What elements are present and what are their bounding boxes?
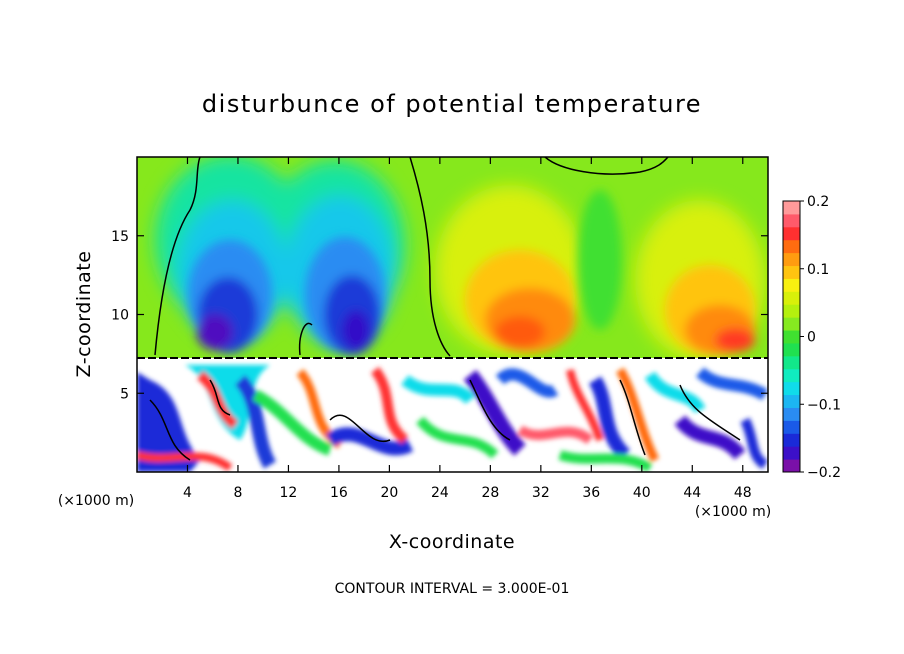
x-tick-label: 8	[233, 485, 242, 501]
colorbar-swatch	[783, 330, 800, 344]
x-axis-ticks: 4 8 12 16 20 24 28 32 36 40 44 48	[183, 157, 752, 501]
colorbar-tick-label: 0	[807, 330, 816, 346]
colorbar-swatch	[783, 265, 800, 279]
colorbar-tick-label: −0.1	[807, 397, 841, 413]
colorbar-swatch	[783, 201, 800, 215]
colorbar-ticks: 0.2 0.1 0 −0.1 −0.2	[800, 194, 841, 481]
colorbar-swatch	[783, 213, 800, 228]
x-tick-label: 4	[183, 485, 192, 501]
y-axis-unit: (×1000 m)	[58, 493, 134, 509]
chart-title: disturbunce of potential temperature	[202, 90, 702, 118]
x-axis-unit: (×1000 m)	[695, 504, 771, 520]
colorbar-swatch	[783, 394, 800, 408]
colorbar	[782, 200, 801, 473]
y-tick-label: 5	[120, 386, 129, 402]
y-axis-label: Z-coordinate	[73, 251, 95, 378]
colorbar-swatch	[783, 420, 800, 434]
x-tick-label: 28	[481, 485, 499, 501]
colorbar-swatch	[783, 381, 800, 396]
colorbar-tick-label: −0.2	[807, 465, 841, 481]
colorbar-swatch	[783, 433, 800, 447]
colorbar-swatch	[783, 317, 800, 331]
colorbar-swatch	[783, 407, 800, 421]
colorbar-tick-label: 0.2	[807, 194, 829, 210]
colorbar-swatch	[783, 226, 800, 241]
colorbar-swatch	[783, 459, 800, 473]
colorbar-swatch	[783, 446, 800, 460]
colorbar-swatch	[783, 304, 800, 318]
x-tick-label: 44	[683, 485, 701, 501]
x-tick-label: 24	[431, 485, 449, 501]
x-tick-label: 32	[532, 485, 550, 501]
contour-interval-note: CONTOUR INTERVAL = 3.000E-01	[335, 581, 570, 597]
colorbar-swatch	[783, 355, 800, 370]
x-tick-label: 12	[280, 485, 298, 501]
heatmap-field	[137, 157, 768, 472]
colorbar-tick-label: 0.1	[807, 262, 829, 278]
y-axis-ticks: 5 10 15	[111, 229, 768, 402]
x-tick-label: 20	[380, 485, 398, 501]
x-tick-label: 40	[633, 485, 651, 501]
x-axis-label: X-coordinate	[389, 531, 515, 553]
x-tick-label: 16	[330, 485, 348, 501]
y-tick-label: 10	[111, 308, 129, 324]
y-tick-label: 15	[111, 229, 129, 245]
colorbar-swatch	[783, 278, 800, 292]
colorbar-swatch	[783, 239, 800, 254]
colorbar-swatch	[783, 342, 800, 357]
x-tick-label: 48	[734, 485, 752, 501]
colorbar-swatch	[783, 252, 800, 267]
colorbar-swatch	[783, 291, 800, 305]
colorbar-swatch	[783, 368, 800, 383]
x-tick-label: 36	[582, 485, 600, 501]
